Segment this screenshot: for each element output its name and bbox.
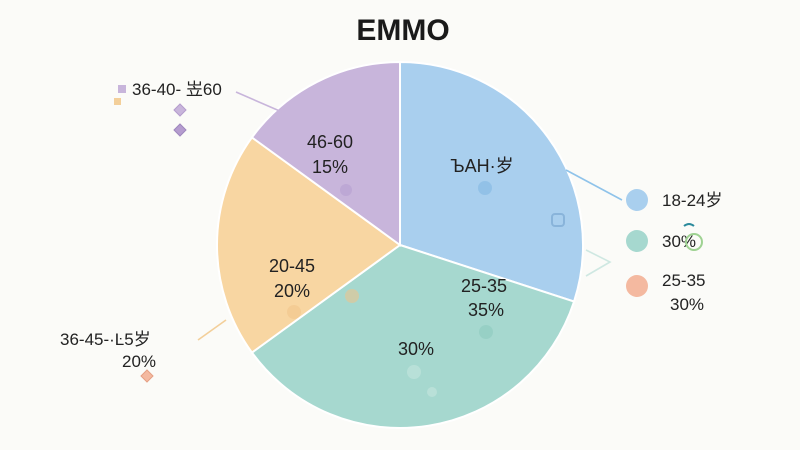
callout-label-36-40: 36-40- 岦60 [132, 80, 222, 99]
slice-decor-icon [427, 387, 437, 397]
legend-label-18-24: 18-24岁 [662, 191, 722, 210]
slice-decor-icon [345, 289, 359, 303]
legend-decor-icon [683, 223, 695, 227]
slice-inner-value: 30% [398, 339, 434, 359]
slice-decor-icon [551, 213, 565, 227]
slice-decor-icon [478, 181, 492, 195]
legend-label-25-35: 25-35 [662, 271, 705, 290]
callout-swatch-36-40 [118, 85, 126, 93]
slice-value-25-35: 35% [468, 300, 504, 320]
legend-swatch-25-35 [626, 275, 648, 297]
legend-decor-icon [685, 233, 703, 251]
leader-line-36-45 [197, 319, 227, 341]
callout-decor-icon [140, 369, 154, 383]
slice-label-25-35: 25-35 [461, 276, 507, 296]
callout-decor-icon [173, 123, 187, 137]
callout-label-36-45: 36-45-·Ŀ5岁 [60, 330, 151, 349]
callout-decor-icon [173, 103, 187, 117]
pie-slices [216, 60, 584, 429]
leader-line-36-40 [235, 91, 283, 113]
legend-swatch-30 [626, 230, 648, 252]
slice-label-18-24: ЪAH·岁 [450, 156, 513, 176]
slice-decor-icons [287, 181, 565, 397]
slice-label-20-45: 20-45 [269, 256, 315, 276]
slice-label-46-60: 46-60 [307, 132, 353, 152]
legend-swatch-18-24 [626, 189, 648, 211]
callout-sublabel-36-45: 20% [122, 352, 156, 371]
slice-decor-icon [340, 184, 352, 196]
pie-slice-0 [399, 60, 584, 303]
slice-decor-icon [479, 325, 493, 339]
pie-slice-2 [216, 136, 402, 354]
pie-slice-1 [250, 243, 576, 429]
leader-line-18-24 [565, 169, 623, 201]
legend-sublabel-25-35: 30% [670, 295, 704, 314]
chart-title: EMMO [356, 14, 449, 47]
slice-decor-icon [407, 365, 421, 379]
slice-value-20-45: 20% [274, 281, 310, 301]
leader-line-25-35 [585, 249, 612, 277]
pie-slice-3 [250, 60, 401, 247]
slice-decor-icon [287, 305, 301, 319]
callout-swatch-small [114, 98, 121, 105]
slice-value-46-60: 15% [312, 157, 348, 177]
